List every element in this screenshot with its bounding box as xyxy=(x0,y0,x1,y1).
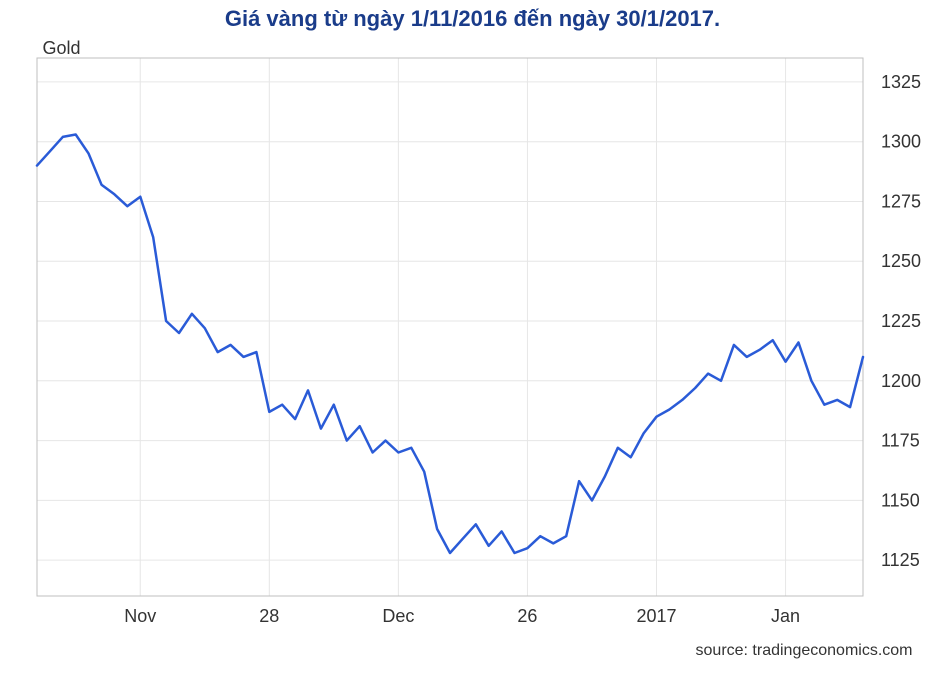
svg-text:1225: 1225 xyxy=(881,311,921,331)
svg-text:1175: 1175 xyxy=(881,431,920,451)
line-chart: 1125 1150 1175 1200 1225 1250 1275 1300 1325 Nov 2… xyxy=(13,36,933,636)
svg-text:1300: 1300 xyxy=(881,132,921,152)
svg-text:1275: 1275 xyxy=(881,191,921,211)
svg-text:26: 26 xyxy=(517,606,537,626)
svg-text:28: 28 xyxy=(259,606,279,626)
chart-container: Gold 1125 1150 1175 1200 1225 1250 1275 1300 132… xyxy=(13,36,933,636)
svg-text:1250: 1250 xyxy=(881,251,921,271)
svg-text:1150: 1150 xyxy=(881,490,920,510)
source-attribution: source: tradingeconomics.com xyxy=(696,642,913,660)
svg-text:Dec: Dec xyxy=(382,606,414,626)
svg-text:1200: 1200 xyxy=(881,371,921,391)
svg-text:1325: 1325 xyxy=(881,72,921,92)
series-label: Gold xyxy=(43,38,81,59)
svg-text:Nov: Nov xyxy=(124,606,156,626)
svg-text:1125: 1125 xyxy=(881,550,920,570)
chart-title: Giá vàng từ ngày 1/11/2016 đến ngày 30/1… xyxy=(0,0,945,36)
svg-text:2017: 2017 xyxy=(636,606,676,626)
svg-text:Jan: Jan xyxy=(771,606,800,626)
